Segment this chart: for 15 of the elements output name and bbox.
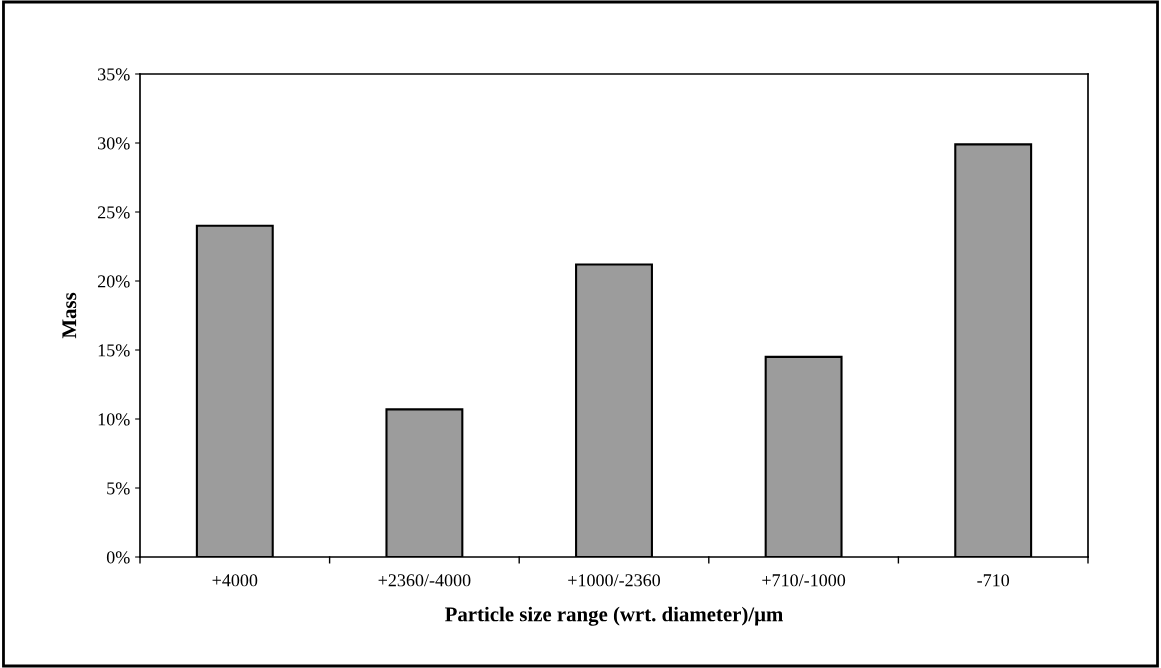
x-tick-label: +1000/-2360 xyxy=(568,574,661,587)
y-tick-label: 25% xyxy=(97,206,130,219)
y-tick-label: 5% xyxy=(107,482,130,495)
y-tick-label: 35% xyxy=(98,68,130,81)
x-tick-label: -710 xyxy=(977,574,1010,587)
y-tick-label: 15% xyxy=(98,344,130,357)
x-tick-label: +710/-1000 xyxy=(762,574,846,587)
x-tick-label: +4000 xyxy=(212,574,258,587)
y-tick-label: 0% xyxy=(106,551,130,564)
y-tick-label: 20% xyxy=(97,275,130,288)
y-tick-label: 30% xyxy=(98,137,130,150)
y-axis-title: Mass xyxy=(62,292,77,339)
x-tick-label: +2360/-4000 xyxy=(378,574,471,587)
x-axis-title: Particle size range (wrt. diameter)/μm xyxy=(445,606,783,626)
y-tick-label: 10% xyxy=(98,413,130,426)
